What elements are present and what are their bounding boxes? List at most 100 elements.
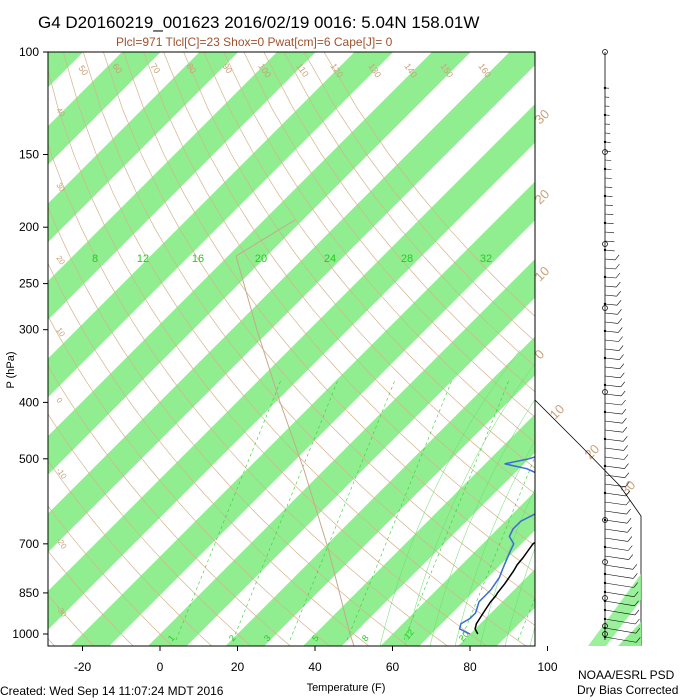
wind-barb-flag xyxy=(620,381,626,387)
x-axis: -20 0 20 40 60 80 100 xyxy=(74,646,558,674)
wind-level-dot xyxy=(603,221,607,225)
dry-adiabat xyxy=(103,52,535,599)
wind-calm-circle xyxy=(602,305,608,311)
wind-calm-circle xyxy=(602,389,608,395)
wind-barb xyxy=(604,303,618,306)
wind-barb-flag xyxy=(621,399,626,406)
dry-adiabat xyxy=(48,68,488,646)
wind-barb-flag xyxy=(617,318,623,324)
isotherm-band xyxy=(613,52,700,646)
wind-level-dot xyxy=(603,329,607,333)
isotherm-band xyxy=(70,181,535,646)
org-label: NOAA/ESRL PSD xyxy=(578,668,675,682)
wind-level-dot xyxy=(603,248,607,252)
wind-barb xyxy=(604,609,636,616)
y-tick-label: 200 xyxy=(19,220,39,234)
wind-barb-flag xyxy=(623,445,628,451)
dry-adiabat xyxy=(143,52,535,547)
wind-barb xyxy=(604,492,626,497)
created-timestamp: Created: Wed Sep 14 11:07:24 MDT 2016 xyxy=(0,684,224,698)
wind-level-dot xyxy=(603,113,607,117)
wind-panel-band-2 xyxy=(588,574,641,646)
mixing-ratio-top-label: 8 xyxy=(92,253,98,265)
moist-adiabats xyxy=(379,349,535,646)
wind-barb xyxy=(604,231,615,234)
dry-adiabat xyxy=(163,52,535,521)
wind-level-dot xyxy=(603,140,607,144)
wind-barb xyxy=(604,456,625,460)
wind-barb-flag xyxy=(615,272,621,279)
wind-barb xyxy=(604,636,637,643)
mixing-ratio-top-label: 32 xyxy=(480,253,492,265)
dry-adiabats xyxy=(48,52,535,646)
sounding-series xyxy=(458,456,535,635)
wind-barb-flag xyxy=(632,564,638,570)
dry-adiabat-label: 50 xyxy=(76,63,90,77)
wind-barb xyxy=(604,519,628,524)
y-tick-label: 250 xyxy=(19,277,39,291)
x-tick-label: 40 xyxy=(308,660,322,674)
dry-adiabat xyxy=(203,52,535,469)
wind-barb xyxy=(604,348,620,351)
wind-barb xyxy=(604,618,636,625)
isotherm-band xyxy=(48,52,535,553)
wind-level-dot xyxy=(603,545,607,549)
wind-barb-flag xyxy=(616,300,622,306)
y-axis-label: P (hPa) xyxy=(5,351,17,388)
dry-adiabat-label: 90 xyxy=(220,61,234,75)
y-tick-label: 850 xyxy=(19,586,39,600)
wind-barb-flag xyxy=(622,427,628,433)
wind-barb xyxy=(604,357,620,360)
wind-barb xyxy=(604,312,618,315)
wind-barb-flag xyxy=(633,591,639,597)
wind-calm-circle xyxy=(602,241,608,247)
x-tick-label: -20 xyxy=(74,660,92,674)
wind-barb-flag xyxy=(633,573,638,579)
wind-barb xyxy=(604,474,625,478)
wind-barb-flag xyxy=(624,463,629,469)
mixing-ratio-top-labels: 8 12 16 20 24 28 32 xyxy=(92,253,492,265)
y-tick-label: 300 xyxy=(19,323,39,337)
wind-barb-flag xyxy=(616,291,621,297)
mixing-ratio-line xyxy=(632,380,700,640)
mixing-ratio-top-label: 20 xyxy=(255,253,267,265)
isotherm-band xyxy=(48,52,394,398)
wind-barb-flag xyxy=(627,536,633,542)
wind-barb-flag xyxy=(620,390,626,397)
y-tick-label: 400 xyxy=(19,395,39,409)
y-tick-label: 500 xyxy=(19,452,39,466)
moist-adiabat xyxy=(529,625,535,646)
wind-barb xyxy=(604,258,616,261)
wind-barb xyxy=(604,411,623,415)
mixing-ratio-bottom-label: 3 xyxy=(262,633,273,643)
x-tick-label: 0 xyxy=(157,660,164,674)
wind-barb-flag xyxy=(619,363,625,369)
wind-barb xyxy=(604,510,627,515)
isotherm-band xyxy=(536,52,700,646)
mixing-ratio-bottom-label: 2 xyxy=(227,633,238,643)
wind-level-dot xyxy=(603,194,607,198)
wind-barb xyxy=(604,600,635,607)
mixing-ratio-bottom-label: 12 xyxy=(402,627,416,641)
wind-barb xyxy=(604,285,617,288)
wind-barb-flag xyxy=(635,628,641,634)
dry-adiabat xyxy=(48,315,331,646)
moist-adiabat xyxy=(404,362,535,646)
mixing-ratio-line xyxy=(689,380,700,640)
y-tick-label: 100 xyxy=(19,45,39,59)
mixing-ratio-bottom-label: 1 xyxy=(166,633,177,643)
wind-barb-flag xyxy=(625,499,631,506)
wind-barb-flag xyxy=(635,618,640,625)
dry-adiabat xyxy=(48,142,448,646)
dry-adiabat xyxy=(48,460,213,646)
wind-barb-flag xyxy=(628,545,633,551)
wind-barb-flag xyxy=(614,254,620,261)
isotherm-band xyxy=(458,569,535,646)
wind-level-dot xyxy=(603,410,607,414)
wind-barb-flag xyxy=(623,454,629,460)
dry-adiabat-label: 80 xyxy=(184,61,198,75)
wind-barb xyxy=(604,384,621,388)
wind-barb xyxy=(604,501,627,506)
isotherm-band xyxy=(48,104,535,630)
